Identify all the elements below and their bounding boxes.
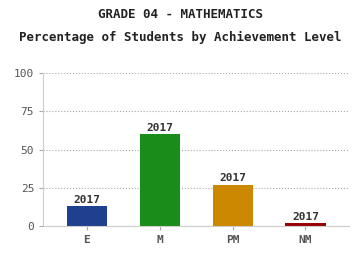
Text: 2017: 2017 (292, 212, 319, 222)
Bar (67, 206, 107, 226)
Text: Percentage of Students by Achievement Level: Percentage of Students by Achievement Le… (19, 31, 341, 44)
Bar (213, 185, 253, 226)
Bar (140, 134, 180, 226)
Text: 2017: 2017 (146, 123, 173, 133)
Bar (285, 223, 325, 226)
Text: 2017: 2017 (73, 195, 100, 205)
Text: GRADE 04 - MATHEMATICS: GRADE 04 - MATHEMATICS (98, 8, 262, 21)
Text: 2017: 2017 (219, 173, 246, 183)
